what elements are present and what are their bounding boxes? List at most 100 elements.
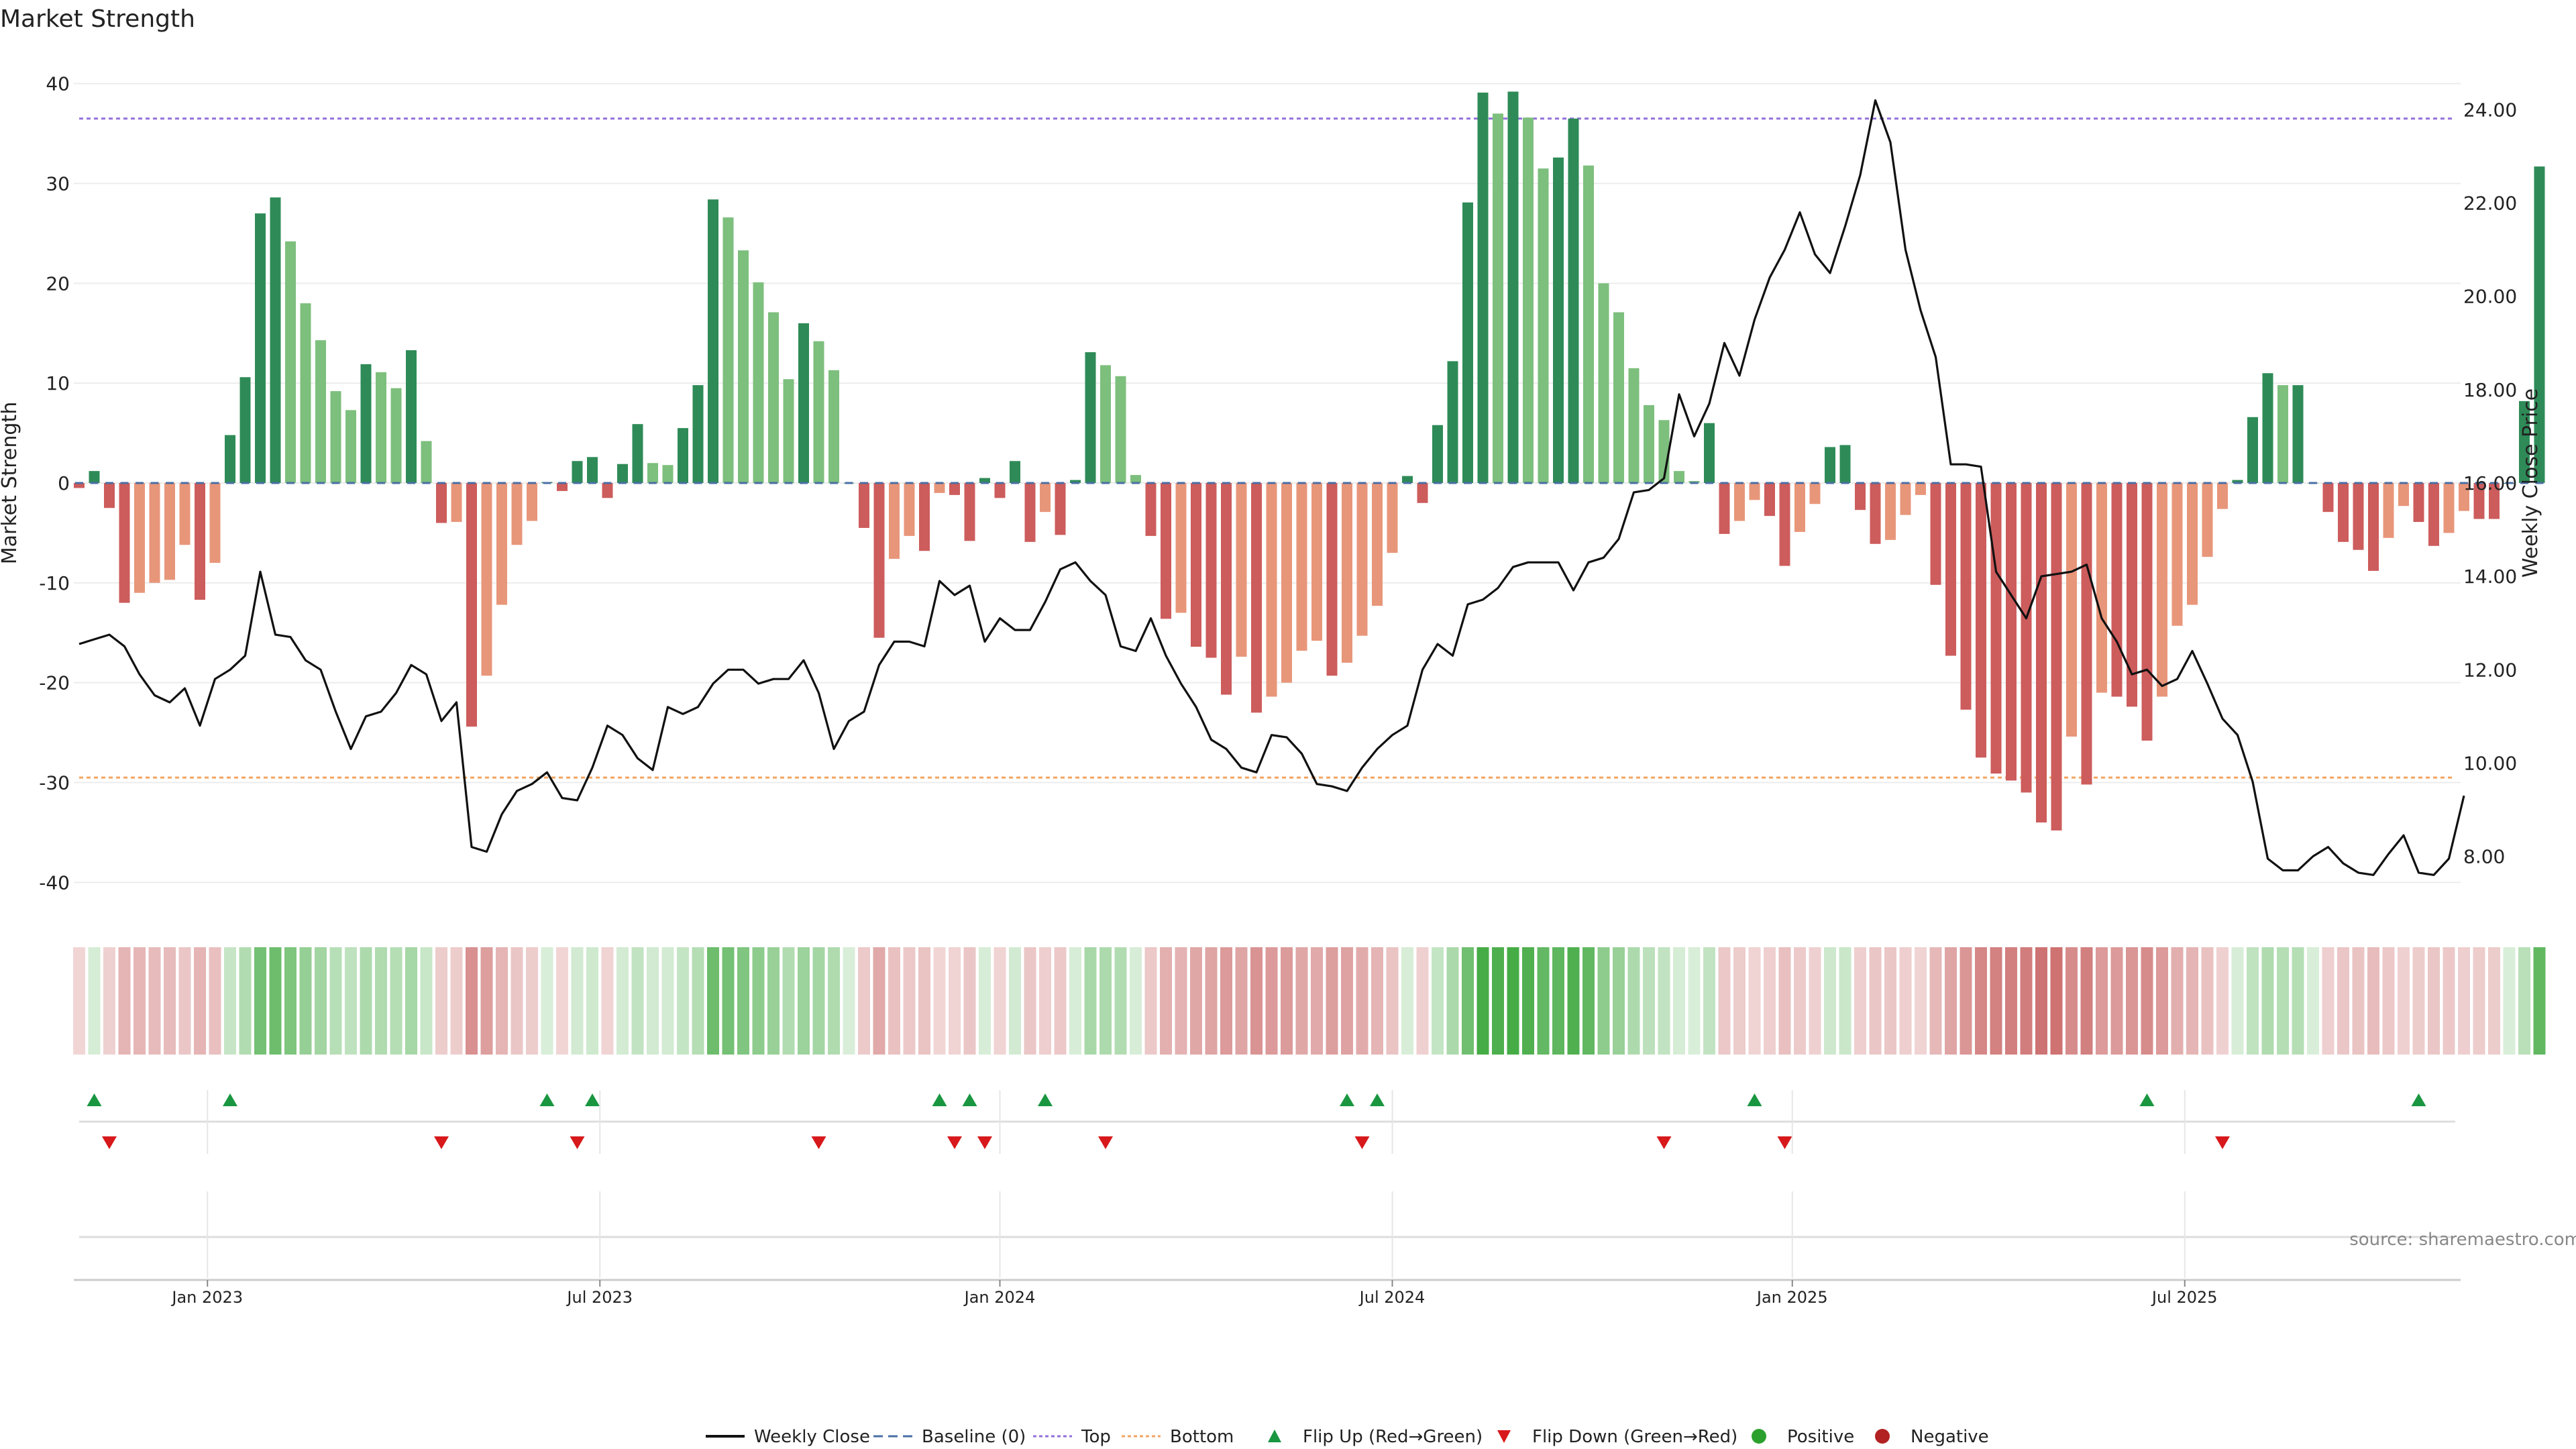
heat-cell [1854, 947, 1866, 1055]
strength-bar [436, 483, 447, 523]
strength-bar [2368, 483, 2379, 571]
strength-bar [1598, 283, 1609, 483]
strength-bar [2127, 483, 2137, 707]
strength-bar [1825, 447, 1835, 483]
heat-cell [2307, 947, 2319, 1055]
heat-cell [1945, 947, 1957, 1055]
right-axis-label: Weekly Close Price [2519, 388, 2542, 578]
heat-cell [722, 947, 735, 1055]
strength-bar [1583, 165, 1594, 483]
heat-cell [1658, 947, 1670, 1055]
strength-bar [1387, 483, 1398, 553]
strength-bar [1175, 483, 1187, 613]
right-tick-label: 12.00 [2463, 659, 2517, 681]
heat-cell [782, 947, 795, 1055]
strength-bar [527, 483, 537, 521]
strength-bar [1251, 483, 1262, 713]
strength-bar [964, 483, 975, 541]
heat-cell [2005, 947, 2017, 1055]
heat-cell [1567, 947, 1580, 1055]
strength-bar [1085, 352, 1096, 483]
heat-cell [647, 947, 659, 1055]
flip-up-marker [962, 1093, 977, 1106]
heat-cell [360, 947, 372, 1055]
heat-cell [329, 947, 342, 1055]
left-tick-label: -10 [39, 572, 70, 594]
legend-swatch [1497, 1430, 1511, 1443]
strength-bar [632, 424, 643, 483]
left-tick-label: -20 [39, 672, 70, 694]
heat-cell [526, 947, 538, 1055]
strength-bar [919, 483, 930, 551]
strength-bar [859, 483, 869, 528]
strength-bar [753, 282, 764, 483]
strength-bar [74, 483, 85, 488]
left-axis-ticks: 40 30 20 10 0 -10 -20 -30 -40 [39, 73, 70, 894]
heat-cell [1235, 947, 1248, 1055]
heat-cell [1778, 947, 1791, 1055]
strength-bar [376, 372, 386, 483]
heat-cell [1673, 947, 1685, 1055]
heat-cell [496, 947, 508, 1055]
legend-label: Weekly Close [754, 1427, 870, 1447]
strength-bar [239, 377, 251, 483]
strength-bar [2292, 385, 2304, 483]
x-tick-label: Jul 2025 [2151, 1288, 2218, 1307]
strength-bar [1055, 483, 1066, 535]
flip-up-marker [2139, 1093, 2155, 1106]
strength-bar [466, 483, 477, 727]
strength-bar [602, 483, 613, 498]
heat-cell [631, 947, 644, 1055]
heat-cell [2171, 947, 2184, 1055]
flip-down-marker [947, 1136, 962, 1149]
heat-cell [571, 947, 584, 1055]
strength-bar [1221, 483, 1232, 695]
strength-bar [104, 483, 115, 508]
right-axis-ticks: 24.00 22.00 20.00 18.00 16.00 14.00 12.00 10.00… [2463, 99, 2517, 867]
flip-up-marker [1370, 1093, 1385, 1106]
x-tick-gridlines [207, 1090, 2186, 1278]
strength-bar [572, 461, 583, 483]
heat-cell [873, 947, 885, 1055]
strength-bar [708, 199, 718, 483]
heat-cell [1839, 947, 1851, 1055]
left-tick-label: 30 [46, 172, 70, 195]
strength-bar [1855, 483, 1866, 511]
legend-label: Flip Up (Red→Green) [1303, 1427, 1483, 1447]
strength-bar [2383, 483, 2394, 538]
heat-cell [1643, 947, 1655, 1055]
heat-cell [2020, 947, 2033, 1055]
strength-bar [934, 483, 945, 493]
strength-bar [134, 483, 145, 593]
strength-bar [2157, 483, 2167, 697]
flip-down-marker [811, 1136, 826, 1149]
heat-cell [661, 947, 674, 1055]
x-tick-label: Jan 2024 [963, 1288, 1036, 1307]
heat-cell [2473, 947, 2485, 1055]
strength-bar [1945, 483, 1956, 656]
strength-bar [149, 483, 160, 583]
legend: Weekly Close Baseline (0) Top Bottom Flip Up… [706, 1427, 1989, 1447]
flip-up-markers [87, 1093, 2426, 1106]
strength-bar [2519, 400, 2530, 483]
heat-cell [1627, 947, 1640, 1055]
strength-bar [2534, 166, 2545, 484]
heat-cell [752, 947, 765, 1055]
strength-bar [225, 435, 235, 483]
heat-cell [466, 947, 478, 1055]
heat-cell [375, 947, 387, 1055]
strength-bar [557, 483, 568, 491]
heat-cell [420, 947, 433, 1055]
heat-cell [133, 947, 146, 1055]
strength-bar [330, 391, 341, 483]
strength-bar [390, 388, 402, 483]
legend-swatch [1875, 1429, 1890, 1444]
heat-cell [1054, 947, 1067, 1055]
strength-bar [451, 483, 462, 523]
heat-cell [2141, 947, 2153, 1055]
strength-bar [1356, 483, 1368, 636]
heat-cell [435, 947, 447, 1055]
heat-cell [541, 947, 553, 1055]
heat-cell [2428, 947, 2440, 1055]
